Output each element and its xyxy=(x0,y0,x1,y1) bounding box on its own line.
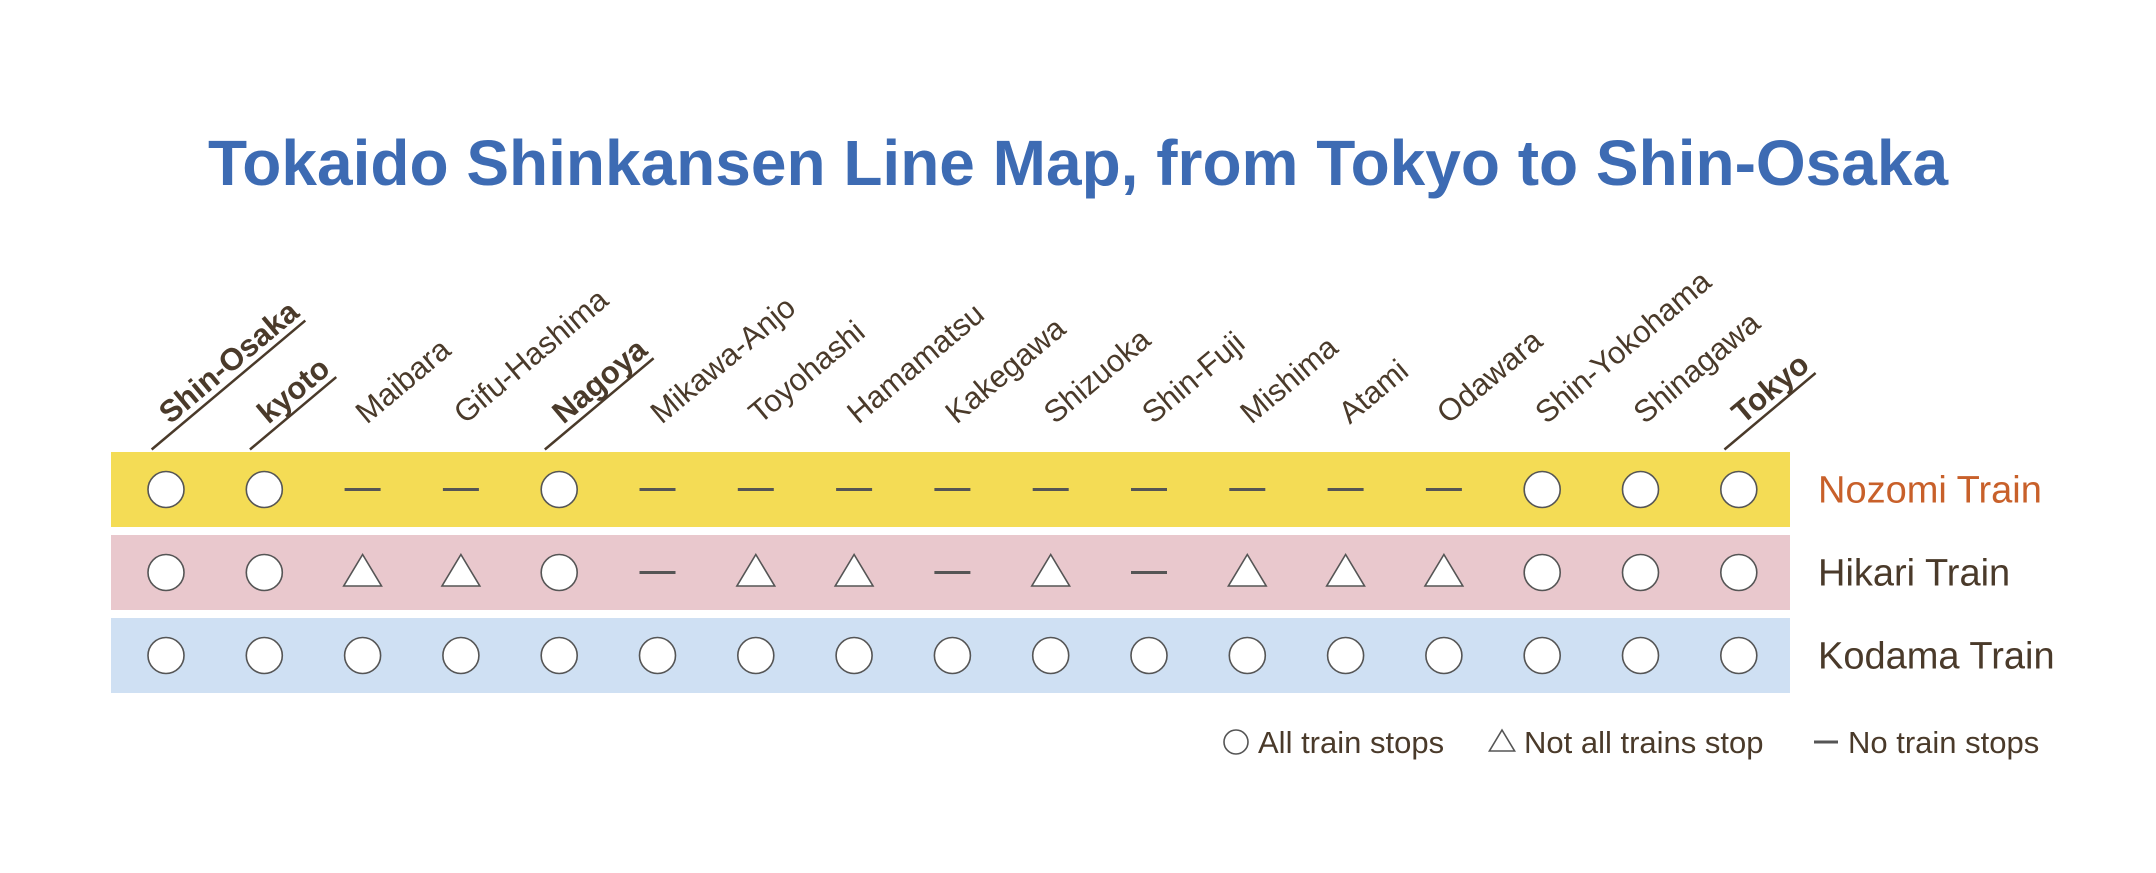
stop-symbol xyxy=(147,553,185,592)
stop-symbol xyxy=(245,553,284,592)
stop-symbol xyxy=(1228,636,1267,675)
stop-symbol xyxy=(440,552,482,587)
stop-symbol xyxy=(147,636,185,675)
station-underline xyxy=(249,376,338,451)
stop-symbol xyxy=(933,636,972,675)
stop-symbol xyxy=(1523,636,1561,675)
stop-symbol xyxy=(833,552,875,587)
stop-symbol xyxy=(1226,552,1268,587)
station-underline xyxy=(1723,372,1817,451)
stop-symbol xyxy=(442,636,480,675)
stop-symbol xyxy=(540,636,579,675)
stop-symbol xyxy=(342,552,383,587)
stop-symbol xyxy=(735,552,777,587)
stop-symbol xyxy=(1720,636,1758,675)
stop-symbol xyxy=(1425,636,1463,675)
stop-symbol xyxy=(1030,552,1072,587)
train-label: Nozomi Train xyxy=(1818,470,2042,512)
station-underline xyxy=(544,357,655,451)
stop-symbol xyxy=(1720,553,1758,592)
stop-symbol xyxy=(1621,636,1660,675)
stop-symbol xyxy=(1325,552,1366,587)
stop-symbol xyxy=(1621,553,1660,592)
station-underline xyxy=(150,319,307,451)
stop-symbol xyxy=(1423,552,1465,587)
stop-symbol xyxy=(638,636,677,675)
legend-label: Not all trains stop xyxy=(1524,725,1764,760)
stop-symbol xyxy=(1031,636,1070,675)
stop-symbol xyxy=(1326,636,1365,675)
stop-symbol xyxy=(540,470,579,509)
stop-symbol xyxy=(147,470,185,509)
title: Tokaido Shinkansen Line Map, from Tokyo … xyxy=(208,127,1949,199)
stop-symbol xyxy=(835,636,873,675)
legend-symbol xyxy=(1223,729,1249,755)
stop-symbol xyxy=(343,636,382,675)
stop-symbol xyxy=(1523,553,1561,592)
stop-symbol xyxy=(540,553,579,592)
stop-symbol xyxy=(245,470,284,509)
train-label: Kodama Train xyxy=(1818,636,2055,678)
legend-symbol xyxy=(1487,728,1517,752)
stop-symbol xyxy=(736,636,775,675)
stop-symbol xyxy=(1720,470,1758,509)
train-label: Hikari Train xyxy=(1818,553,2010,595)
legend-label: No train stops xyxy=(1848,725,2039,760)
legend-label: All train stops xyxy=(1258,725,1444,760)
stop-symbol xyxy=(245,636,284,675)
stop-symbol xyxy=(1523,470,1561,509)
stop-symbol xyxy=(1621,470,1660,509)
stop-symbol xyxy=(1130,636,1168,675)
